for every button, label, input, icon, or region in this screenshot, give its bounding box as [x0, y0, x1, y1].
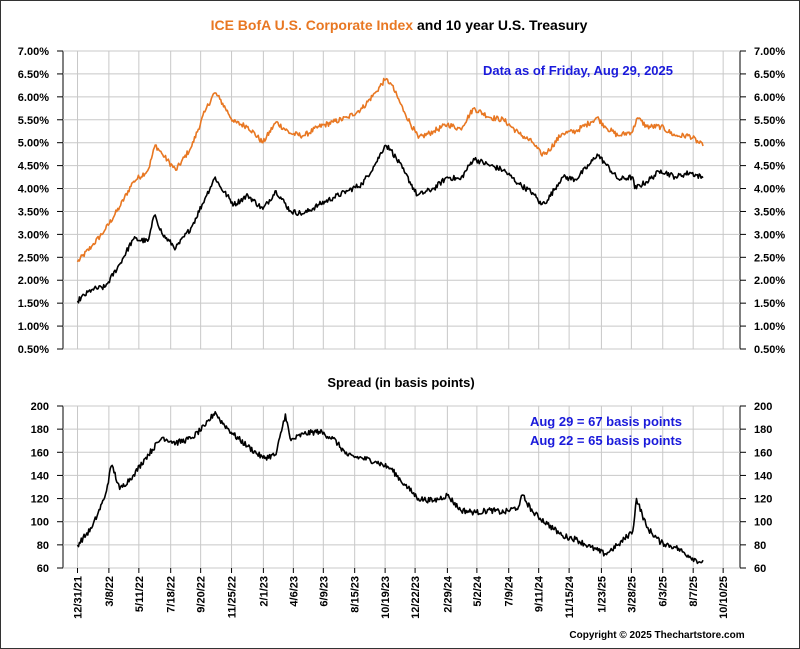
x-tick-label: 10/19/23: [380, 576, 392, 619]
y-tick-label-right: 7.00%: [754, 46, 785, 58]
x-tick-label: 9/20/22: [196, 576, 208, 613]
y-tick-label-right: 80: [754, 540, 766, 552]
spread-axis-right: 60 80 100 120 140 160 180 200: [740, 401, 772, 575]
y-tick-label-right: 6.50%: [754, 69, 785, 81]
y-tick-label-right: 0.50%: [754, 344, 785, 356]
x-tick-label: 3/8/22: [104, 576, 116, 607]
yield-gridlines: [63, 50, 740, 350]
y-tick-label-right: 200: [754, 401, 772, 413]
x-tick-label: 2/1/23: [258, 576, 270, 607]
y-tick-label-left: 3.50%: [18, 206, 49, 218]
y-tick-label-right: 4.00%: [754, 184, 785, 196]
x-tick-label: 6/9/23: [318, 576, 330, 607]
x-tick-label: 7/18/22: [166, 576, 178, 613]
x-axis-labels: 12/31/21 3/8/22 5/11/22 7/18/22 9/20/22 11/25…: [73, 568, 730, 619]
spread-plot: 60 80 100 120 140 160 180 200 60 80 100 120 140 160 1…: [31, 401, 773, 575]
y-tick-label-left: 180: [31, 424, 49, 436]
y-tick-label-right: 140: [754, 470, 772, 482]
y-tick-label-right: 120: [754, 494, 772, 506]
y-tick-label-left: 4.50%: [18, 161, 49, 173]
spread-axis-left: 60 80 100 120 140 160 180 200: [31, 401, 63, 575]
data-as-of-annotation: Data as of Friday, Aug 29, 2025: [483, 63, 673, 78]
yield-axis-left: 0.50% 1.00% 1.50% 2.00% 2.50% 3.00% 3.50% 4.00%…: [18, 46, 63, 356]
copyright-text: Copyright © 2025 Thechartstore.com: [569, 630, 744, 641]
yield-series: [76, 77, 704, 304]
spread-title: Spread (in basis points): [327, 375, 474, 390]
series-line-yield-0: [76, 77, 704, 263]
yield-plot-area: [62, 50, 741, 350]
y-tick-label-right: 4.50%: [754, 161, 785, 173]
y-tick-label-left: 200: [31, 401, 49, 413]
y-tick-label-left: 4.00%: [18, 184, 49, 196]
y-tick-label-left: 0.50%: [18, 344, 49, 356]
y-tick-label-right: 6.00%: [754, 92, 785, 104]
x-tick-label: 3/28/25: [626, 576, 638, 613]
y-tick-label-left: 140: [31, 470, 49, 482]
spread-series: [76, 411, 704, 565]
x-tick-label: 1/23/25: [596, 576, 608, 613]
y-tick-label-left: 100: [31, 517, 49, 529]
title-corporate-index: ICE BofA U.S. Corporate Index: [211, 17, 414, 33]
y-tick-label-right: 1.00%: [754, 321, 785, 333]
series-line-yield-1: [76, 144, 704, 304]
y-tick-label-right: 60: [754, 563, 766, 575]
y-tick-label-left: 2.50%: [18, 252, 49, 264]
chart-title: ICE BofA U.S. Corporate Index and 10 yea…: [211, 17, 588, 33]
title-treasury: and 10 year U.S. Treasury: [413, 17, 588, 33]
y-tick-label-right: 180: [754, 424, 772, 436]
x-tick-label: 5/2/24: [472, 575, 484, 606]
y-tick-label-right: 3.50%: [754, 206, 785, 218]
y-tick-label-right: 5.00%: [754, 138, 785, 150]
x-tick-label: 7/9/24: [504, 575, 516, 606]
x-tick-label: 8/15/23: [350, 576, 362, 613]
y-tick-label-left: 2.00%: [18, 275, 49, 287]
spread-annotation-aug29: Aug 29 = 67 basis points: [530, 414, 682, 429]
x-tick-label: 12/22/23: [410, 576, 422, 619]
x-tick-label: 11/25/22: [227, 576, 239, 618]
yield-plot: 0.50% 1.00% 1.50% 2.00% 2.50% 3.00% 3.50% 4.00%…: [18, 46, 786, 356]
y-tick-label-right: 1.50%: [754, 298, 785, 310]
yield-axis-right: 0.50% 1.00% 1.50% 2.00% 2.50% 3.00% 3.50% 4.00%…: [740, 46, 785, 356]
y-tick-label-left: 1.00%: [18, 321, 49, 333]
y-tick-label-left: 7.00%: [18, 46, 49, 58]
y-tick-label-left: 6.50%: [18, 69, 49, 81]
x-tick-label: 12/31/21: [73, 576, 85, 619]
y-tick-label-right: 100: [754, 517, 772, 529]
y-tick-label-left: 80: [37, 540, 49, 552]
y-tick-label-left: 3.00%: [18, 229, 49, 241]
y-tick-label-right: 2.50%: [754, 252, 785, 264]
y-tick-label-left: 160: [31, 447, 49, 459]
spread-plot-area: [62, 405, 741, 569]
spread-annotation-aug22: Aug 22 = 65 basis points: [530, 433, 682, 448]
x-tick-label: 4/6/23: [288, 576, 300, 607]
x-tick-label: 8/7/25: [688, 576, 700, 607]
y-tick-label-right: 3.00%: [754, 229, 785, 241]
x-tick-label: 5/11/22: [134, 576, 146, 612]
series-line-spread-0: [76, 411, 704, 565]
y-tick-label-right: 160: [754, 447, 772, 459]
y-tick-label-left: 60: [37, 563, 49, 575]
y-tick-label-left: 6.00%: [18, 92, 49, 104]
y-tick-label-right: 2.00%: [754, 275, 785, 287]
x-tick-label: 6/3/25: [658, 576, 670, 607]
y-tick-label-left: 5.50%: [18, 115, 49, 127]
x-tick-label: 11/15/24: [564, 575, 576, 618]
y-tick-label-right: 5.50%: [754, 115, 785, 127]
y-tick-label-left: 1.50%: [18, 298, 49, 310]
x-tick-label: 9/11/24: [534, 575, 546, 612]
y-tick-label-left: 120: [31, 494, 49, 506]
spread-gridlines: [63, 405, 740, 569]
x-tick-label: 10/10/25: [718, 576, 730, 619]
y-tick-label-left: 5.00%: [18, 138, 49, 150]
x-tick-label: 2/29/24: [442, 575, 454, 613]
